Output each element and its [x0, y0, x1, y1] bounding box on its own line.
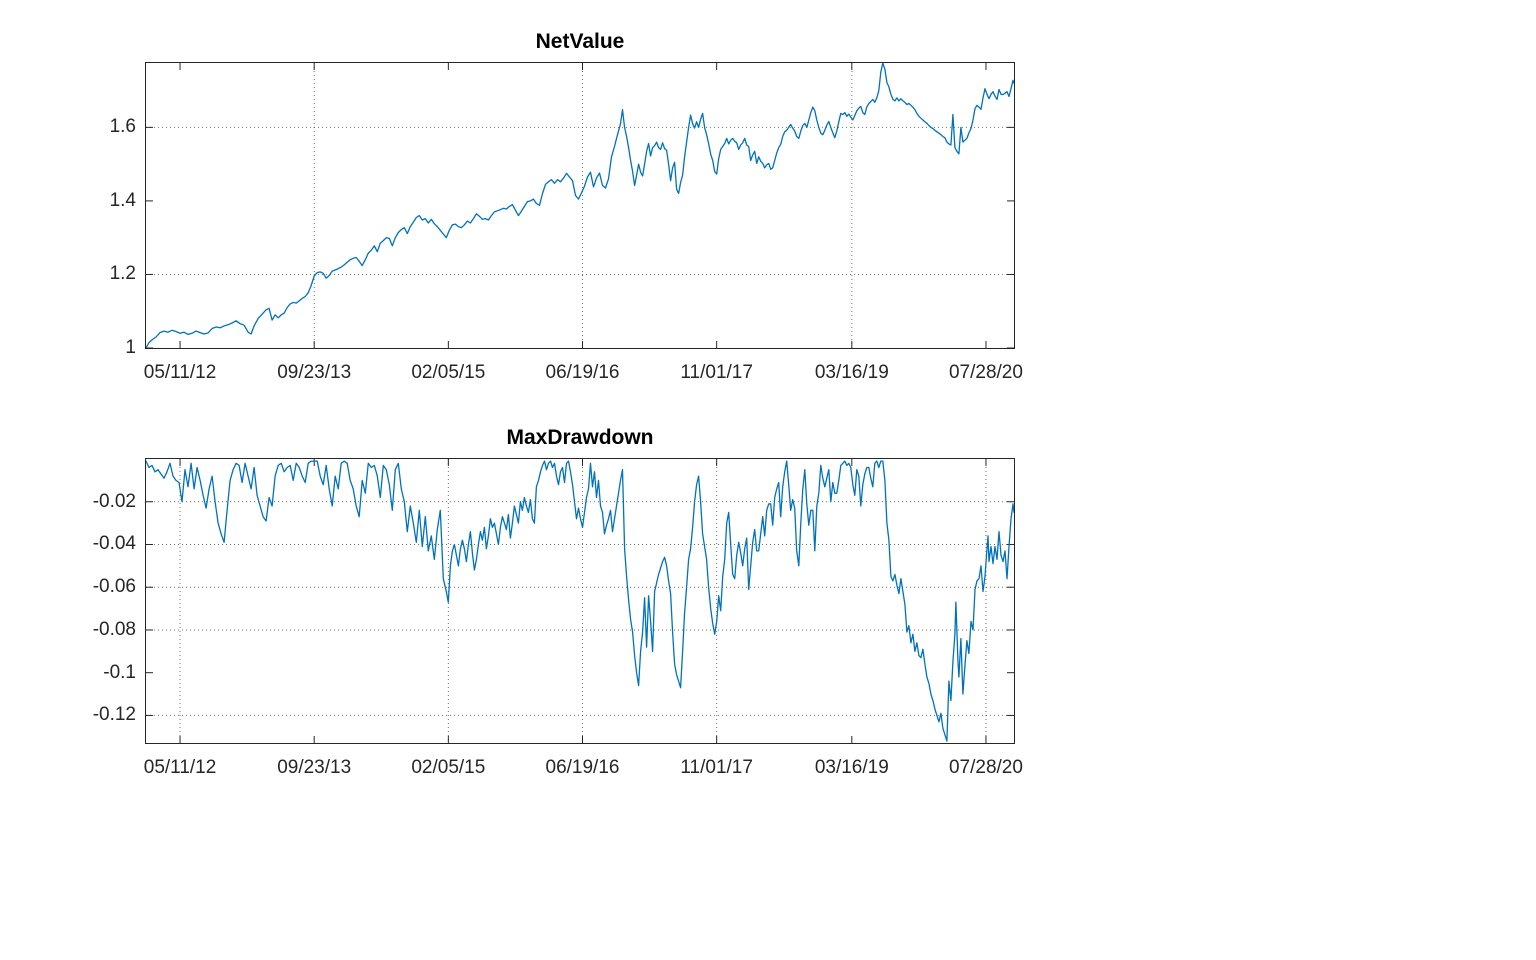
y-tick-label: -0.08 — [92, 618, 136, 640]
maxdrawdown-plot-svg — [146, 459, 1014, 743]
x-tick-label: 03/16/19 — [814, 362, 889, 383]
y-tick-label: -0.06 — [92, 576, 136, 598]
netvalue-plot-area — [145, 62, 1015, 349]
x-tick-label: 06/19/16 — [545, 362, 620, 383]
y-tick-label: 1.4 — [109, 189, 136, 211]
x-tick-label: 11/01/17 — [680, 362, 753, 383]
x-tick-label: 07/28/20 — [948, 757, 1023, 778]
x-tick-label: 06/19/16 — [545, 757, 620, 778]
y-tick-label: 1 — [125, 337, 136, 358]
y-tick-label: -0.02 — [92, 490, 136, 512]
x-tick-label: 02/05/15 — [411, 757, 486, 778]
y-tick-label: -0.04 — [92, 533, 136, 555]
y-tick-label: -0.1 — [103, 661, 136, 683]
x-tick-label: 07/28/20 — [948, 362, 1023, 383]
netvalue-plot-svg — [146, 63, 1014, 348]
maxdrawdown-chart-title: MaxDrawdown — [506, 426, 654, 449]
x-tick-label: 09/23/13 — [277, 757, 352, 778]
maxdrawdown-line — [146, 460, 1014, 742]
y-tick-label: 1.2 — [109, 263, 136, 285]
x-tick-label: 03/16/19 — [814, 757, 889, 778]
x-tick-label: 11/01/17 — [680, 757, 753, 778]
netvalue-line — [146, 63, 1014, 348]
x-tick-label: 09/23/13 — [277, 362, 352, 383]
x-tick-label: 05/11/12 — [143, 757, 217, 778]
netvalue-chart-title: NetValue — [535, 30, 625, 53]
y-tick-label: -0.12 — [92, 704, 136, 726]
y-tick-label: 1.6 — [109, 116, 136, 138]
x-tick-label: 05/11/12 — [143, 362, 217, 383]
maxdrawdown-plot-area — [145, 458, 1015, 744]
x-tick-label: 02/05/15 — [411, 362, 486, 383]
